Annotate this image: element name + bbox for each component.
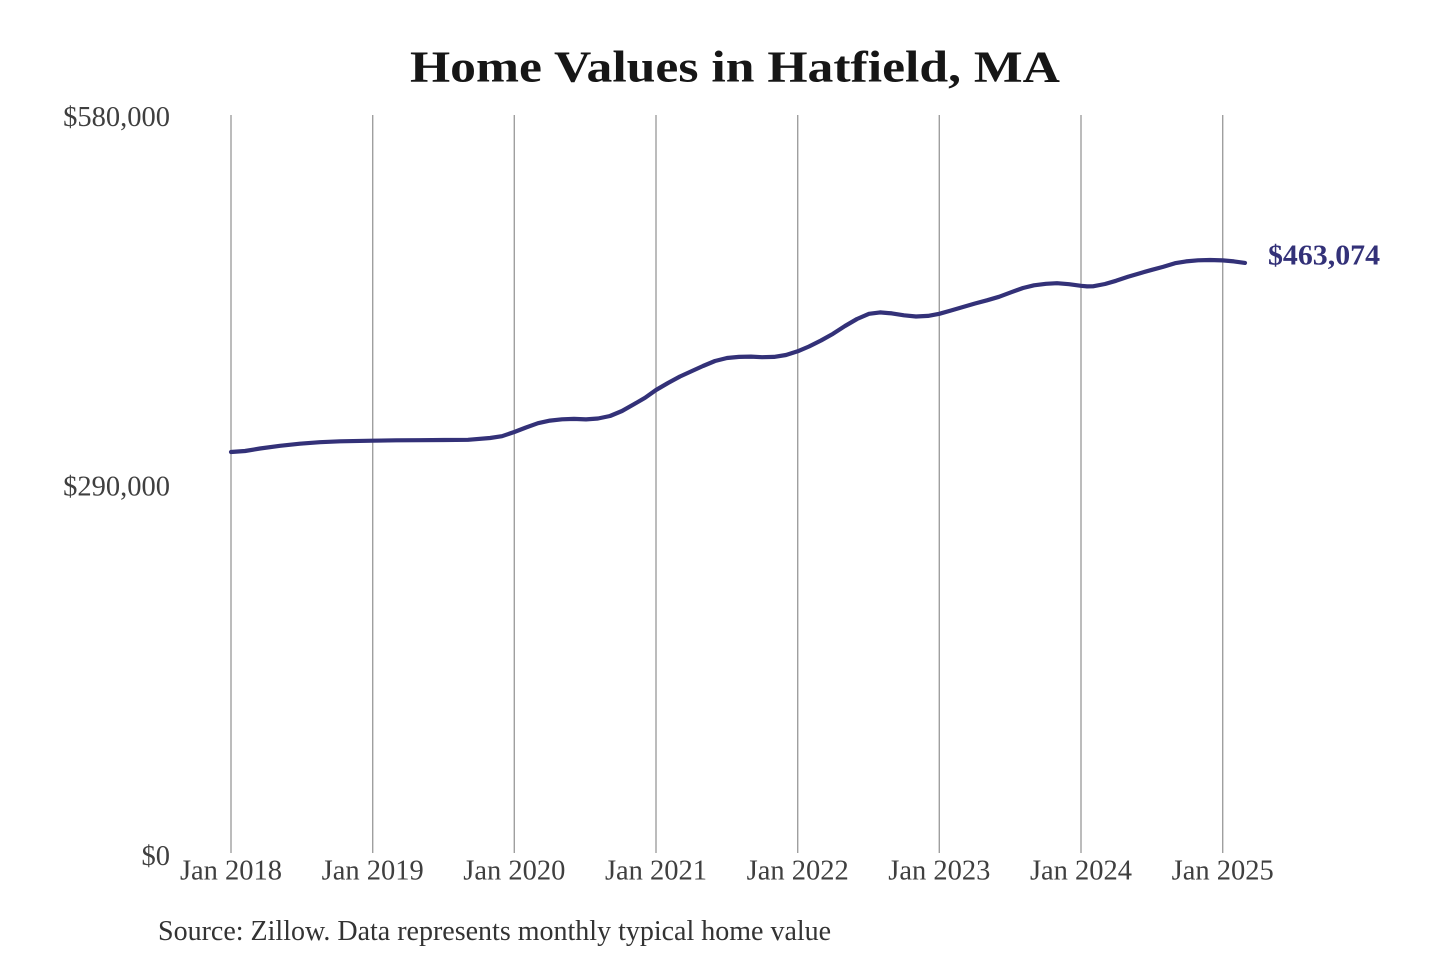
svg-text:$580,000: $580,000 bbox=[63, 102, 170, 133]
svg-text:Jan 2018: Jan 2018 bbox=[180, 856, 282, 887]
svg-text:$290,000: $290,000 bbox=[63, 472, 170, 503]
svg-text:Jan 2019: Jan 2019 bbox=[322, 856, 424, 887]
svg-text:$0: $0 bbox=[142, 841, 171, 872]
svg-text:Jan 2020: Jan 2020 bbox=[463, 856, 565, 887]
svg-text:Jan 2025: Jan 2025 bbox=[1172, 856, 1274, 887]
svg-text:$463,074: $463,074 bbox=[1268, 241, 1380, 272]
svg-text:Home Values in Hatfield, MA: Home Values in Hatfield, MA bbox=[410, 43, 1060, 92]
svg-text:Jan 2022: Jan 2022 bbox=[747, 856, 849, 887]
svg-text:Jan 2021: Jan 2021 bbox=[605, 856, 707, 887]
svg-text:Jan 2023: Jan 2023 bbox=[888, 856, 990, 887]
svg-text:Source: Zillow. Data represent: Source: Zillow. Data represents monthly … bbox=[158, 916, 831, 947]
svg-text:Jan 2024: Jan 2024 bbox=[1030, 856, 1132, 887]
